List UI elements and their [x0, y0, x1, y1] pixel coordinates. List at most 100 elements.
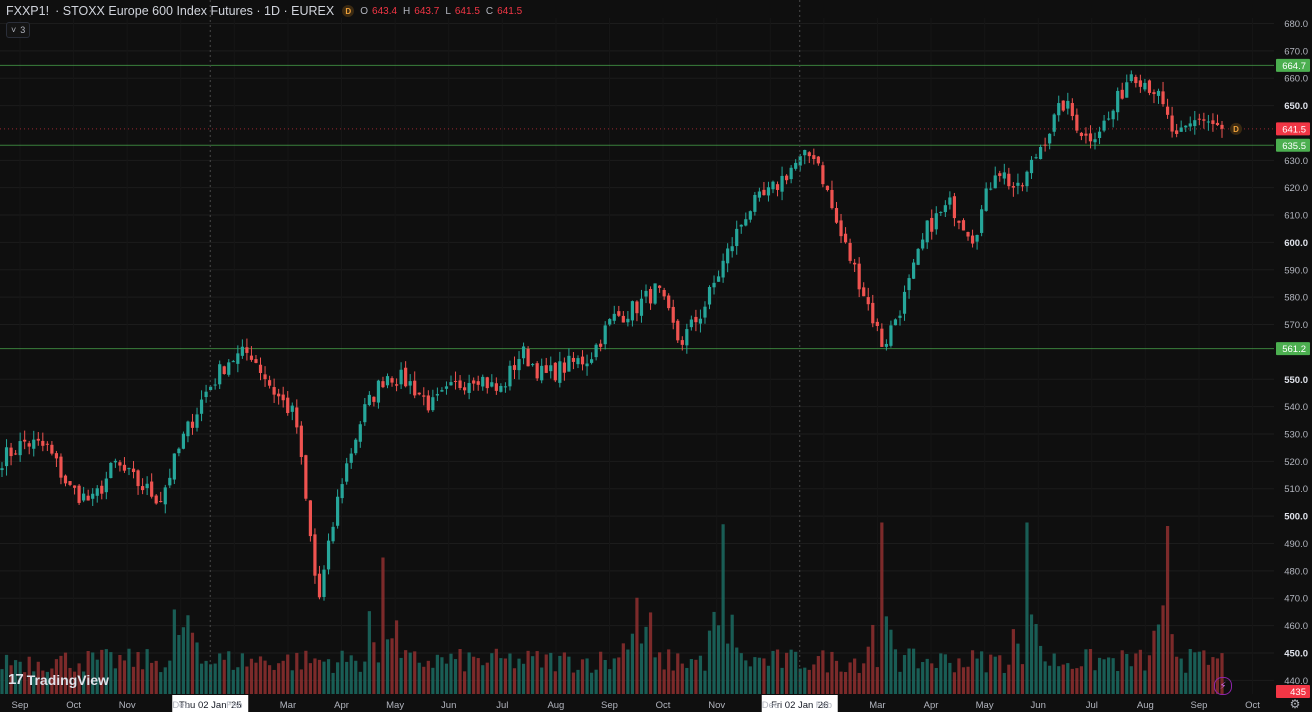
volume-bar: [381, 557, 385, 694]
indicators-toggle-button[interactable]: ˅ 3: [6, 22, 31, 38]
candle-body: [621, 315, 625, 323]
volume-bar: [544, 654, 548, 694]
volume-bar: [939, 653, 943, 694]
volume-bar: [476, 658, 480, 694]
volume-bar: [68, 667, 72, 694]
candle-body: [807, 152, 811, 157]
candle-body: [803, 149, 807, 156]
candle-body: [286, 397, 290, 414]
volume-bar: [848, 662, 852, 694]
volume-bar: [32, 671, 36, 694]
candle-body: [1093, 139, 1097, 143]
volume-bar: [571, 672, 576, 694]
candle-body: [571, 357, 576, 362]
time-tick-label: Aug: [547, 700, 564, 711]
candle-body: [159, 501, 163, 503]
candle-body: [422, 395, 426, 397]
high-value: 643.7: [414, 5, 440, 17]
volume-bar: [716, 625, 721, 694]
candle-body: [662, 290, 666, 297]
gear-icon[interactable]: ⚙: [1289, 697, 1301, 711]
volume-bar: [154, 660, 158, 694]
volume-bar: [930, 663, 934, 694]
volume-bar: [893, 649, 898, 694]
volume-bar: [1170, 634, 1174, 694]
candle-body: [739, 224, 743, 227]
candle-body: [1184, 125, 1188, 128]
candle-body: [889, 325, 893, 346]
volume-bar: [671, 670, 675, 694]
volume-bar: [326, 659, 331, 694]
candle-body: [63, 475, 68, 484]
date-marker-label: Fri 02 Jan '26: [771, 700, 828, 711]
candle-body: [612, 313, 616, 321]
candle-body: [948, 197, 952, 205]
candle-body: [648, 289, 653, 304]
volume-bar: [431, 667, 435, 694]
volume-bar: [626, 649, 630, 694]
candle-body: [508, 365, 512, 387]
price-axis-label: [1276, 138, 1310, 152]
volume-bar: [286, 654, 290, 694]
candle-body: [721, 260, 725, 278]
volume-bar: [934, 667, 938, 694]
candle-body: [589, 359, 594, 363]
volume-bar: [1111, 658, 1115, 694]
candle-body: [1152, 92, 1156, 95]
candle-body: [100, 485, 104, 494]
volume-bar: [1088, 649, 1093, 694]
volume-bar: [304, 650, 308, 694]
volume-bar: [839, 671, 843, 694]
volume-bar: [730, 614, 734, 694]
price-tick-label: 440.0: [1284, 676, 1308, 687]
delayed-marker-icon: [1230, 122, 1242, 135]
interval-label[interactable]: 1D: [264, 4, 281, 18]
volume-bar: [821, 650, 825, 694]
lightning-icon[interactable]: ⚡: [1214, 677, 1232, 695]
candle-body: [381, 381, 385, 388]
tradingview-logo[interactable]: 17 TradingView: [8, 671, 109, 688]
volume-bar: [984, 672, 988, 694]
symbol-ticker[interactable]: FXXP1!: [6, 4, 50, 18]
volume-bar: [349, 655, 353, 694]
candle-body: [902, 291, 907, 314]
candle-body: [603, 325, 607, 345]
separator: ·: [55, 4, 60, 18]
volume-bar: [159, 672, 163, 694]
candle-body: [463, 387, 467, 391]
candle-body: [1143, 82, 1147, 90]
candle-body: [998, 173, 1002, 176]
volume-bar: [1129, 666, 1133, 694]
candle-body: [254, 359, 258, 363]
volume-bar: [240, 653, 244, 694]
price-tick-label: 520.0: [1284, 457, 1308, 468]
time-tick-label: Dec: [762, 700, 779, 711]
delayed-data-badge[interactable]: D: [342, 5, 355, 17]
volume-bar: [299, 669, 303, 694]
volume-bar: [884, 616, 888, 694]
candle-body: [1202, 119, 1206, 121]
candle-body: [372, 396, 376, 402]
price-tick-label: 630.0: [1284, 156, 1308, 167]
time-tick-label: Jun: [1031, 700, 1046, 711]
volume-bar: [857, 672, 861, 694]
open-label: O: [360, 5, 369, 17]
volume-bar: [508, 653, 512, 694]
candle-body: [1061, 100, 1065, 111]
volume-bar: [336, 662, 340, 694]
volume-bar: [376, 662, 381, 694]
horizontal-levels: [0, 64, 1274, 350]
candle-body: [617, 311, 621, 316]
candle-body: [367, 394, 371, 406]
volume-bar: [1161, 605, 1165, 694]
volume-bar: [109, 652, 113, 694]
price-tick-label: 590.0: [1284, 265, 1308, 276]
volume-bar: [1025, 522, 1029, 694]
time-tick-label: Apr: [924, 700, 939, 711]
volume-bar: [394, 620, 399, 694]
volume-bar: [653, 657, 657, 694]
volume-bar: [594, 669, 598, 694]
volume-bar: [313, 658, 317, 694]
volume-bar: [1102, 659, 1106, 694]
